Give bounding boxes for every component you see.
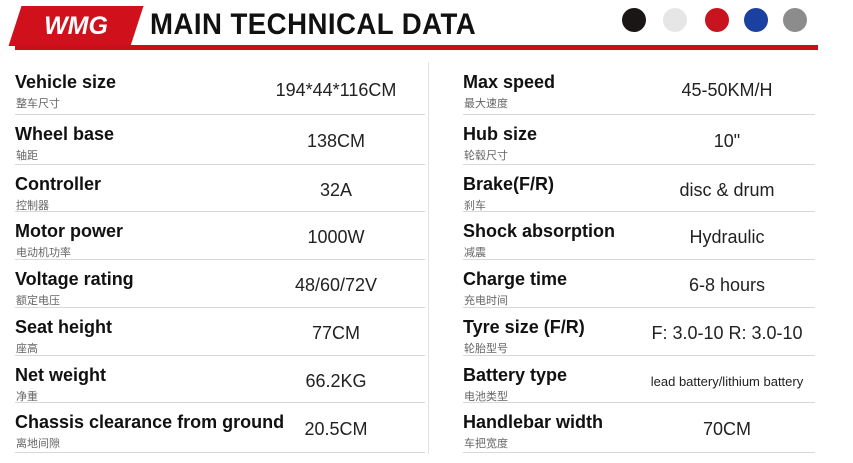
row-label: Chassis clearance from ground: [15, 412, 285, 432]
row-divider: [15, 164, 425, 165]
row-value: 70CM: [702, 419, 751, 439]
row-value: 138CM: [306, 131, 366, 151]
color-swatch: [783, 8, 807, 32]
row-sublabel: 整车尺寸: [16, 98, 60, 110]
title: MAIN TECHNICAL DATA: [150, 8, 477, 41]
row-divider: [463, 211, 815, 212]
row-divider: [15, 211, 425, 212]
row-label: Shock absorption: [463, 221, 616, 241]
row-value: 194*44*116CM: [275, 80, 397, 100]
row-label: Motor power: [15, 221, 123, 241]
row-sublabel: 座高: [16, 343, 38, 355]
row-label: Wheel base: [15, 124, 115, 144]
row-value: 1000W: [307, 227, 365, 247]
row-value: 6-8 hours: [688, 275, 766, 295]
row-label: Hub size: [463, 124, 538, 144]
row-value: Hydraulic: [689, 227, 765, 247]
row-divider: [463, 402, 815, 403]
row-value: disc & drum: [679, 179, 775, 200]
row-value: lead battery/lithium battery: [650, 373, 804, 389]
row-value: 20.5CM: [304, 419, 368, 439]
row-sublabel: 充电时间: [464, 295, 508, 307]
row-label: Controller: [15, 174, 102, 194]
row-value: 45-50KM/H: [681, 80, 773, 100]
color-swatch: [663, 8, 687, 32]
row-label: Vehicle size: [15, 72, 117, 92]
row-divider: [15, 114, 425, 115]
row-sublabel: 电池类型: [464, 391, 508, 403]
row-sublabel: 净重: [16, 391, 38, 403]
row-divider: [15, 355, 425, 356]
row-sublabel: 控制器: [16, 200, 49, 212]
row-value: 77CM: [311, 323, 360, 343]
row-label: Charge time: [463, 269, 568, 289]
row-divider: [463, 355, 815, 356]
row-label: Tyre size (F/R): [463, 317, 585, 337]
color-swatch: [744, 8, 768, 32]
row-sublabel: 刹车: [464, 200, 486, 212]
row-label: Seat height: [15, 317, 113, 337]
row-sublabel: 额定电压: [16, 295, 60, 307]
row-sublabel: 轮胎型号: [464, 343, 508, 355]
row-sublabel: 车把宽度: [464, 438, 508, 450]
row-label: Brake(F/R): [463, 174, 555, 194]
row-label: Max speed: [463, 72, 556, 92]
column-divider: [428, 62, 429, 454]
row-label: Handlebar width: [463, 412, 604, 432]
row-divider: [463, 259, 815, 260]
row-divider: [463, 307, 815, 308]
row-sublabel: 最大速度: [464, 98, 508, 110]
row-label: Voltage rating: [15, 269, 134, 289]
row-divider: [15, 259, 425, 260]
row-value: 32A: [319, 179, 353, 200]
row-sublabel: 电动机功率: [16, 247, 71, 259]
row-divider: [463, 164, 815, 165]
brand: WMG: [44, 12, 108, 40]
row-divider: [463, 452, 815, 453]
row-sublabel: 轮毂尺寸: [464, 150, 508, 162]
color-swatch: [705, 8, 729, 32]
row-divider: [15, 307, 425, 308]
row-label: Net weight: [15, 365, 107, 385]
row-sublabel: 离地间隙: [16, 438, 60, 450]
row-divider: [15, 402, 425, 403]
row-sublabel: 减震: [464, 247, 486, 259]
title-rule: [15, 45, 818, 50]
row-sublabel: 轴距: [16, 150, 38, 162]
row-value: F: 3.0-10 R: 3.0-10: [651, 323, 803, 343]
color-swatch: [622, 8, 646, 32]
row-divider: [15, 452, 425, 453]
row-value: 48/60/72V: [294, 275, 378, 295]
row-label: Battery type: [463, 365, 568, 385]
row-value: 10": [713, 131, 741, 151]
row-value: 66.2KG: [305, 370, 367, 391]
row-divider: [463, 114, 815, 115]
